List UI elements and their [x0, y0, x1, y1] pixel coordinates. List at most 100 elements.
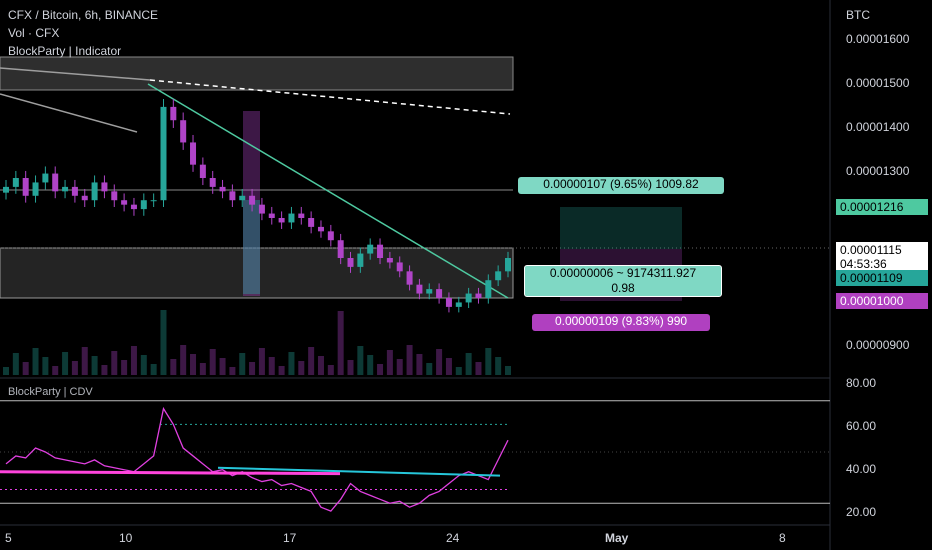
volume-bar — [91, 356, 98, 375]
volume-bar — [386, 350, 393, 375]
trend-line-upper — [0, 67, 151, 81]
volume-bar — [209, 349, 216, 375]
candle-body — [239, 195, 246, 201]
volume-bar — [130, 346, 137, 375]
cdv-tick: 40.00 — [846, 462, 877, 476]
volume-bar — [3, 367, 9, 375]
time-tick: 10 — [119, 531, 133, 545]
volume-bar — [426, 363, 433, 375]
position-target-area — [560, 207, 682, 249]
candle-body — [3, 186, 9, 193]
volume-bar — [22, 362, 29, 375]
volume-bar — [140, 355, 147, 375]
candle-body — [32, 182, 39, 196]
volume-bar — [377, 364, 384, 375]
cdv-resistance-line — [217, 466, 501, 477]
price-tick: 0.00001300 — [846, 164, 910, 178]
volume-bar — [71, 361, 78, 375]
volume-bar — [52, 366, 59, 375]
candle-body — [317, 226, 324, 232]
volume-bar — [367, 355, 374, 375]
candle-body — [347, 258, 354, 267]
volume-legend: Vol · CFX — [8, 26, 60, 40]
time-tick: 17 — [283, 531, 297, 545]
volume-bar — [357, 346, 364, 375]
volume-bar — [298, 361, 305, 375]
volume-bar — [150, 364, 157, 375]
volume-bar — [406, 345, 413, 375]
risk-reward-line-2: 0.98 — [611, 281, 635, 295]
candle-body — [71, 186, 78, 196]
risk-reward-box[interactable]: 0.00000006 ~ 9174311.927 0.98 — [524, 265, 722, 297]
volume-bar — [12, 353, 19, 375]
highlight-bar — [243, 200, 260, 294]
volume-bar — [436, 349, 443, 375]
candle-body — [180, 120, 187, 143]
target-info-box[interactable]: 0.00000107 (9.65%) 1009.82 — [518, 177, 724, 194]
candle-body — [278, 218, 285, 223]
candle-body — [62, 186, 69, 192]
trend-line-lower — [0, 93, 138, 133]
candle-body — [327, 231, 334, 241]
volume-bar — [347, 360, 354, 375]
candle-body — [111, 191, 118, 201]
candle-body — [485, 280, 492, 298]
volume-bar — [229, 367, 236, 375]
price-tick: 0.00000900 — [846, 338, 910, 352]
volume-bar — [199, 363, 206, 375]
candle-body — [495, 271, 502, 281]
volume-bar — [121, 360, 128, 375]
time-tick: 24 — [446, 531, 460, 545]
price-tick: 0.00001500 — [846, 76, 910, 90]
candle-body — [190, 142, 197, 165]
candle-body — [406, 271, 413, 285]
volume-bar — [505, 366, 511, 375]
volume-bar — [160, 310, 167, 375]
candle-body — [249, 195, 256, 205]
candle-body — [298, 213, 305, 218]
volume-bar — [268, 357, 275, 375]
chart-title: CFX / Bitcoin, 6h, BINANCE — [8, 8, 159, 22]
candle-body — [455, 302, 462, 307]
candle-body — [465, 293, 472, 303]
volume-bar — [190, 354, 197, 375]
candle-body — [426, 289, 433, 294]
candle-body — [42, 173, 49, 183]
target-price-label: 0.00001216 — [836, 199, 928, 215]
volume-bar — [111, 351, 118, 375]
time-tick-month: May — [605, 531, 629, 545]
time-tick: 8 — [779, 531, 786, 545]
volume-bar — [455, 367, 462, 375]
price-axis-currency: BTC — [846, 8, 870, 22]
candle-body — [436, 289, 443, 298]
cdv-tick: 20.00 — [846, 505, 877, 519]
candle-body — [121, 200, 128, 205]
volume-bar — [317, 356, 324, 375]
candle-body — [209, 178, 216, 187]
candle-body — [81, 195, 88, 201]
candle-body — [258, 204, 265, 214]
candle-body — [268, 213, 275, 218]
candle-body — [396, 262, 403, 272]
candle-body — [160, 106, 167, 201]
last-price-label: 0.00001115 — [836, 242, 928, 258]
stop-info-box[interactable]: 0.00000109 (9.83%) 990 — [532, 314, 710, 331]
volume-bar — [170, 359, 177, 375]
candle-body — [308, 218, 315, 227]
cdv-trend-line — [0, 470, 341, 476]
volume-bar — [249, 362, 256, 375]
cdv-tick: 60.00 — [846, 419, 877, 433]
price-tick: 0.00001600 — [846, 32, 910, 46]
resistance-zone — [0, 56, 514, 91]
volume-bar — [396, 359, 403, 375]
candle-body — [219, 186, 226, 192]
volume-bar — [258, 348, 265, 375]
stop-price-label: 0.00001000 — [836, 293, 928, 309]
candle-body — [445, 298, 452, 307]
candle-body — [22, 178, 29, 196]
candle-body — [229, 191, 236, 201]
trend-line-extension — [149, 79, 511, 115]
candle-body — [91, 182, 98, 201]
candle-body — [377, 244, 384, 258]
